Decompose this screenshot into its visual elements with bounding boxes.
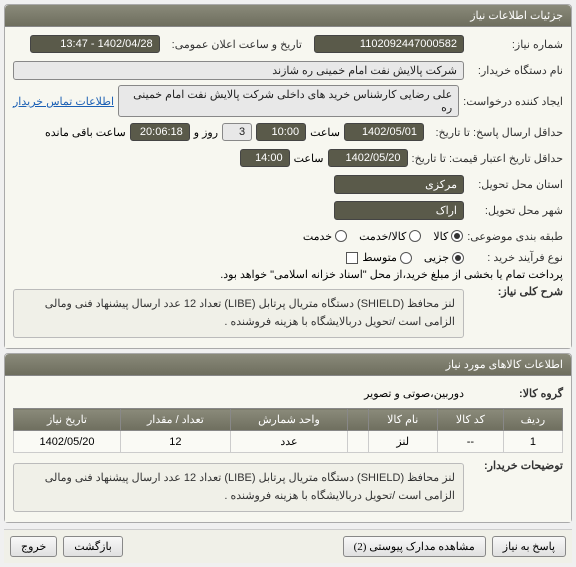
city-label: شهر محل تحویل: bbox=[468, 204, 563, 217]
table-header: ردیف bbox=[503, 409, 562, 431]
deadline-label: حداقل ارسال پاسخ: تا تاریخ: bbox=[428, 126, 563, 139]
table-header: تاریخ نیاز bbox=[14, 409, 121, 431]
table-header bbox=[348, 409, 368, 431]
radio-medium-icon bbox=[400, 252, 412, 264]
validity-time: 14:00 bbox=[240, 149, 290, 167]
radio-partial[interactable]: جزیی bbox=[424, 251, 464, 264]
table-header: کد کالا bbox=[437, 409, 503, 431]
table-cell: -- bbox=[437, 431, 503, 453]
items-header: اطلاعات کالاهای مورد نیاز bbox=[5, 354, 571, 376]
details-body: شماره نیاز: 1102092447000582 تاریخ و ساع… bbox=[5, 27, 571, 348]
days-field: 3 bbox=[222, 123, 252, 141]
treasury-checkbox[interactable] bbox=[346, 252, 358, 264]
validity-time-label: ساعت bbox=[294, 152, 324, 165]
remaining-label: ساعت باقی مانده bbox=[45, 126, 126, 139]
validity-label: حداقل تاریخ اعتبار قیمت: تا تاریخ: bbox=[412, 152, 563, 165]
contact-link[interactable]: اطلاعات تماس خریدار bbox=[13, 95, 114, 108]
table-cell: 1402/05/20 bbox=[14, 431, 121, 453]
announce-label: تاریخ و ساعت اعلان عمومی: bbox=[172, 38, 302, 51]
remaining-time: 20:06:18 bbox=[130, 123, 190, 141]
need-number-field: 1102092447000582 bbox=[314, 35, 464, 53]
radio-goods[interactable]: کالا bbox=[433, 230, 463, 243]
radio-serviceonly-icon bbox=[335, 230, 347, 242]
summary-box: لنز محافظ (SHIELD) دستگاه متریال پرتابل … bbox=[13, 289, 464, 338]
table-row: 1--لنز عدد121402/05/20 bbox=[14, 431, 563, 453]
respond-button[interactable]: پاسخ به نیاز bbox=[492, 536, 566, 557]
process-radio-group: جزیی متوسط bbox=[362, 251, 464, 264]
radio-partial-icon bbox=[452, 252, 464, 264]
table-header: تعداد / مقدار bbox=[121, 409, 231, 431]
table-header: واحد شمارش bbox=[230, 409, 347, 431]
buyer-label: نام دستگاه خریدار: bbox=[468, 64, 563, 77]
validity-date: 1402/05/20 bbox=[328, 149, 408, 167]
province-field: مركزی bbox=[334, 175, 464, 194]
payment-note: پرداخت تمام یا بخشی از مبلغ خرید،از محل … bbox=[220, 268, 563, 281]
summary-label: شرح کلی نیاز: bbox=[468, 285, 563, 298]
category-radio-group: کالا کالا/خدمت خدمت bbox=[303, 230, 463, 243]
radio-goods-icon bbox=[451, 230, 463, 242]
need-number-label: شماره نیاز: bbox=[468, 38, 563, 51]
categorize-label: طبقه بندی موضوعی: bbox=[467, 230, 563, 243]
deadline-time: 10:00 bbox=[256, 123, 306, 141]
creator-label: ایجاد کننده درخواست: bbox=[463, 95, 563, 108]
attachments-button[interactable]: مشاهده مدارک پیوستی (2) bbox=[343, 536, 486, 557]
table-header: نام کالا bbox=[368, 409, 437, 431]
group-value: دوربین،صوتی و تصویر bbox=[364, 387, 464, 400]
exit-button[interactable]: خروج bbox=[10, 536, 57, 557]
group-label: گروه کالا: bbox=[468, 387, 563, 400]
deadline-time-label: ساعت bbox=[310, 126, 340, 139]
table-cell: عدد bbox=[230, 431, 347, 453]
radio-serviceonly[interactable]: خدمت bbox=[303, 230, 347, 243]
table-cell: لنز bbox=[368, 431, 437, 453]
items-body: گروه کالا: دوربین،صوتی و تصویر ردیفکد کا… bbox=[5, 376, 571, 522]
radio-service-icon bbox=[409, 230, 421, 242]
footer-buttons: پاسخ به نیاز مشاهده مدارک پیوستی (2) باز… bbox=[4, 529, 572, 563]
days-label: روز و bbox=[194, 126, 218, 139]
radio-service[interactable]: کالا/خدمت bbox=[359, 230, 421, 243]
details-panel: جزئیات اطلاعات نیاز شماره نیاز: 11020924… bbox=[4, 4, 572, 349]
buyer-notes-box: لنز محافظ (SHIELD) دستگاه متریال پرتابل … bbox=[13, 463, 464, 512]
process-label: نوع فرآیند خرید : bbox=[468, 251, 563, 264]
buyer-notes-label: توضیحات خریدار: bbox=[468, 459, 563, 472]
province-label: استان محل تحویل: bbox=[468, 178, 563, 191]
buyer-field: شركت پالایش نفت امام خمینی ره شازند bbox=[13, 61, 464, 80]
announce-field: 1402/04/28 - 13:47 bbox=[30, 35, 160, 53]
creator-field: علی رضایی كارشناس خرید های داخلی شركت پا… bbox=[118, 85, 459, 117]
table-cell: 1 bbox=[503, 431, 562, 453]
back-button[interactable]: بازگشت bbox=[63, 536, 123, 557]
deadline-date: 1402/05/01 bbox=[344, 123, 424, 141]
city-field: اراک bbox=[334, 201, 464, 220]
items-table: ردیفکد کالانام کالا واحد شمارشتعداد / مقد… bbox=[13, 408, 563, 453]
table-cell bbox=[348, 431, 368, 453]
radio-medium[interactable]: متوسط bbox=[362, 251, 412, 264]
details-header: جزئیات اطلاعات نیاز bbox=[5, 5, 571, 27]
items-panel: اطلاعات کالاهای مورد نیاز گروه کالا: دور… bbox=[4, 353, 572, 523]
table-cell: 12 bbox=[121, 431, 231, 453]
